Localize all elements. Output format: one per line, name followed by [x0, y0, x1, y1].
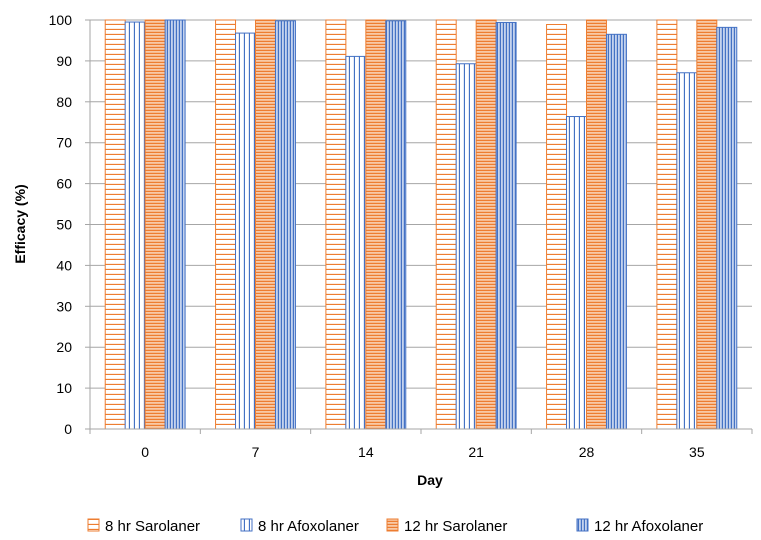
bar-12-hr-afoxolaner-day-14: [385, 20, 407, 430]
x-tick-label: 14: [358, 444, 374, 460]
bar-12-hr-sarolaner-day-28: [586, 19, 607, 430]
legend-swatch: [240, 518, 253, 532]
bar-12-hr-sarolaner-day-0: [144, 19, 166, 430]
x-axis-title: Day: [417, 472, 443, 488]
bar-8-hr-sarolaner-day-7: [215, 19, 237, 430]
x-tick-label: 35: [689, 444, 705, 460]
legend-swatch: [87, 518, 100, 532]
y-tick-label: 80: [56, 94, 72, 110]
bar-12-hr-sarolaner-day-7: [255, 19, 276, 430]
bar-12-hr-sarolaner-day-14: [365, 19, 387, 430]
y-tick-label: 100: [49, 12, 73, 28]
y-tick-label: 20: [56, 339, 72, 355]
bar-8-hr-afoxolaner-day-0: [124, 21, 146, 430]
bar-8-hr-sarolaner-day-28: [546, 23, 568, 430]
x-tick-label: 0: [141, 444, 149, 460]
bar-8-hr-afoxolaner-day-21: [455, 63, 477, 430]
bar-8-hr-sarolaner-day-35: [656, 19, 678, 430]
legend: 8 hr Sarolaner 8 hr Afoxolaner 12 hr Sarol…: [87, 518, 703, 535]
bar-12-hr-afoxolaner-day-28: [605, 33, 627, 430]
y-tick-label: 50: [56, 217, 72, 233]
y-tick-labels: 0 10 20 30 40 50 60 70 80 90 100: [49, 12, 73, 437]
bar-8-hr-afoxolaner-day-7: [235, 32, 256, 430]
legend-label: 12 hr Sarolaner: [404, 518, 507, 535]
bars: [104, 19, 738, 430]
bar-12-hr-afoxolaner-day-21: [495, 21, 517, 430]
bar-8-hr-afoxolaner-day-14: [345, 55, 367, 430]
y-tick-label: 40: [56, 257, 72, 273]
y-axis-title: Efficacy (%): [12, 184, 28, 263]
y-tick-label: 90: [56, 53, 72, 69]
bar-8-hr-afoxolaner-day-35: [676, 72, 698, 430]
y-tick-label: 70: [56, 135, 72, 151]
x-tick-label: 28: [579, 444, 595, 460]
legend-swatch: [386, 518, 399, 532]
gridlines: [85, 19, 752, 430]
bar-8-hr-sarolaner-day-21: [435, 19, 457, 430]
y-tick-label: 0: [64, 421, 72, 437]
x-tick-label: 7: [252, 444, 260, 460]
bar-12-hr-sarolaner-day-35: [696, 19, 718, 430]
bar-8-hr-sarolaner-day-0: [104, 19, 126, 430]
bar-12-hr-afoxolaner-day-0: [164, 19, 186, 430]
legend-label: 8 hr Sarolaner: [105, 518, 200, 535]
legend-swatch: [576, 518, 589, 532]
bar-12-hr-sarolaner-day-21: [475, 19, 497, 430]
bar-8-hr-afoxolaner-day-28: [566, 116, 587, 430]
bar-12-hr-afoxolaner-day-7: [274, 20, 296, 430]
axes: [89, 20, 753, 434]
bar-12-hr-afoxolaner-day-35: [716, 26, 738, 430]
bar-8-hr-sarolaner-day-14: [325, 19, 347, 430]
x-tick-labels: 0 7 14 21 28 35: [141, 444, 705, 460]
legend-label: 8 hr Afoxolaner: [258, 518, 359, 535]
y-tick-label: 10: [56, 380, 72, 396]
y-tick-label: 60: [56, 176, 72, 192]
y-tick-label: 30: [56, 298, 72, 314]
legend-label: 12 hr Afoxolaner: [594, 518, 703, 535]
x-tick-label: 21: [468, 444, 484, 460]
